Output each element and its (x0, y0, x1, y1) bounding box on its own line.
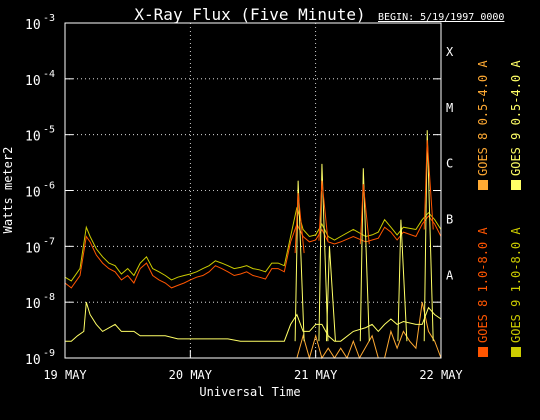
y-tick-exponent: -4 (43, 69, 55, 80)
y-tick-exponent: -3 (43, 13, 55, 24)
legend-item: GOES 9 0.5-4.0 A (509, 60, 523, 190)
y-tick-label: 10 (25, 297, 41, 312)
flare-spike (423, 140, 434, 230)
series-line-3 (65, 302, 442, 342)
begin-label: BEGIN: 5/19/1997 0000 (378, 12, 504, 23)
x-tick-label: 21 MAY (294, 368, 338, 382)
legend-item: GOES 9 1.0-8.0 A (509, 227, 523, 357)
y-tick-exponent: -9 (43, 348, 55, 359)
y-tick-exponent: -8 (43, 292, 55, 303)
flare-spike (397, 219, 408, 342)
y-tick-exponent: -5 (43, 125, 55, 136)
flare-spike (423, 130, 434, 342)
flare-class-label: A (446, 268, 454, 282)
series-lines (64, 130, 442, 360)
legend-item: GOES 8 1.0-8.0 A (476, 227, 490, 357)
legend-item: GOES 8 0.5-4.0 A (476, 60, 490, 190)
legend-swatch (478, 180, 488, 190)
flare-class-label: B (446, 212, 453, 226)
legend: GOES 8 1.0-8.0 A GOES 8 0.5-4.0 A GOES 9 1… (476, 60, 523, 357)
flare-class-labels: A B C M X (446, 45, 454, 282)
y-tick-label: 10 (25, 241, 41, 256)
y-axis-label: Watts meter2 (1, 147, 15, 234)
x-axis-label: Universal Time (199, 385, 300, 399)
flare-spike (359, 184, 370, 245)
flare-spike (294, 180, 305, 342)
series-line-1 (65, 302, 442, 360)
legend-label: GOES 8 1.0-8.0 A (476, 227, 490, 343)
y-tick-exponent: -6 (43, 181, 55, 192)
flare-class-label: M (446, 101, 453, 115)
legend-label: GOES 9 0.5-4.0 A (509, 60, 523, 176)
flare-spike (318, 180, 329, 241)
x-tick-label: 19 MAY (43, 368, 87, 382)
y-ticks: 10-910-810-710-610-510-410-3 (25, 13, 441, 368)
x-ticks: 19 MAY 20 MAY 21 MAY 22 MAY (43, 350, 463, 382)
flare-class-label: X (446, 45, 454, 59)
flare-spike (294, 193, 305, 254)
flare-spike (359, 168, 370, 342)
legend-swatch (511, 180, 521, 190)
y-tick-label: 10 (25, 74, 41, 89)
flare-spike (325, 246, 336, 342)
y-tick-label: 10 (25, 186, 41, 201)
legend-swatch (478, 347, 488, 357)
y-tick-exponent: -7 (43, 236, 55, 247)
flare-class-label: C (446, 157, 453, 171)
legend-swatch (511, 347, 521, 357)
chart-title: X-Ray Flux (Five Minute) (134, 5, 365, 24)
y-tick-label: 10 (25, 130, 41, 145)
flare-spike (318, 163, 329, 342)
y-tick-label: 10 (25, 353, 41, 368)
x-tick-label: 20 MAY (169, 368, 213, 382)
legend-label: GOES 8 0.5-4.0 A (476, 60, 490, 176)
series-line-0 (64, 215, 442, 289)
series-line-2 (64, 207, 442, 282)
x-tick-label: 22 MAY (419, 368, 463, 382)
grid (65, 23, 441, 358)
y-tick-label: 10 (25, 18, 41, 33)
legend-label: GOES 9 1.0-8.0 A (509, 227, 523, 343)
